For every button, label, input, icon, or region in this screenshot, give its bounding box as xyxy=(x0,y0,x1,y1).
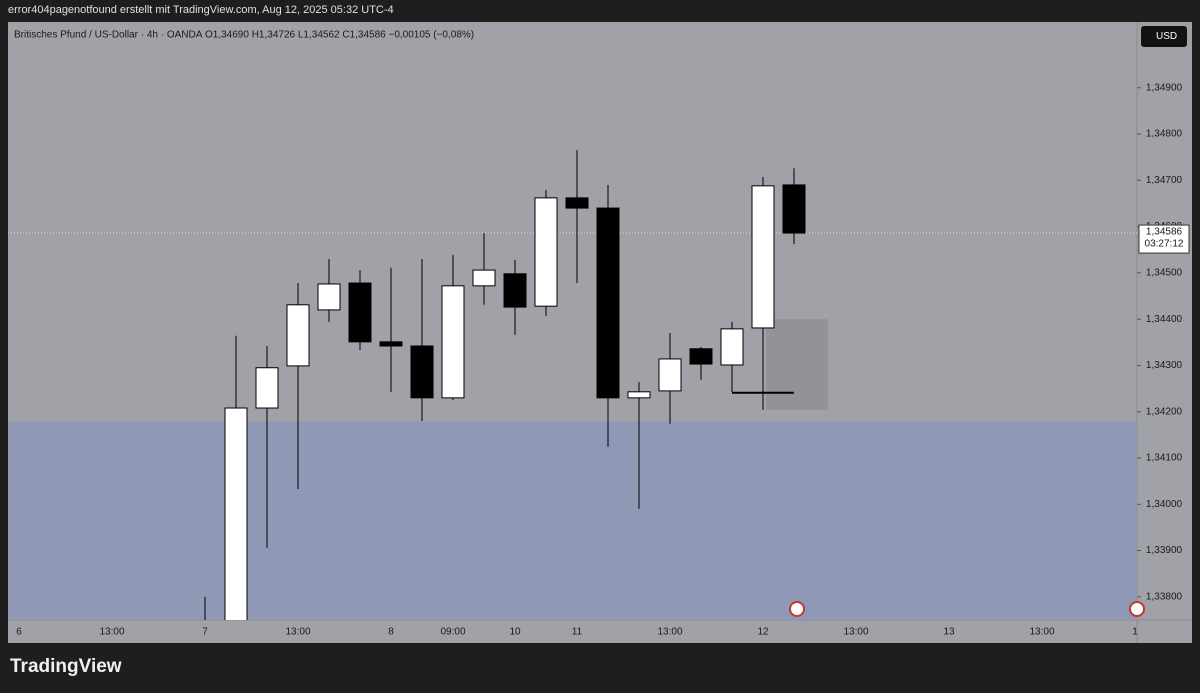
event-flag[interactable] xyxy=(789,601,805,617)
last-price-box xyxy=(1138,224,1190,254)
x-tick-label: 13:00 xyxy=(285,627,310,638)
y-tick-label: 1,34200 xyxy=(1146,406,1183,417)
x-tick-label: 1 xyxy=(1132,627,1138,638)
currency-button[interactable] xyxy=(1141,26,1187,47)
y-tick-label: 1,34100 xyxy=(1146,453,1183,464)
symbol-title: Britisches Pfund / US-Dollar · 4h · OAND… xyxy=(14,30,203,41)
last-price-label: 1,34586 xyxy=(1146,227,1183,238)
x-tick-label: 7 xyxy=(202,627,208,638)
candle-body xyxy=(317,283,341,311)
countdown-label: 03:27:12 xyxy=(1145,239,1184,250)
x-tick-label: 10 xyxy=(509,627,521,638)
candle-body xyxy=(503,273,527,308)
candle-body xyxy=(286,304,310,367)
candle-body xyxy=(255,367,279,409)
x-tick-label: 6 xyxy=(16,627,22,638)
ohlc-text: O1,34690 H1,34726 L1,34562 C1,34586 −0,0… xyxy=(205,30,474,41)
footer-logo: TradingView xyxy=(10,656,122,677)
plot-area xyxy=(8,150,1137,666)
candle-body xyxy=(720,328,744,366)
y-tick-label: 1,34000 xyxy=(1146,499,1183,510)
candle-body xyxy=(782,184,806,234)
y-tick-label: 1,33900 xyxy=(1146,545,1183,556)
candle-body xyxy=(348,282,372,343)
x-tick-label: 13 xyxy=(943,627,955,638)
y-tick-label: 1,34800 xyxy=(1146,129,1183,140)
y-tick-label: 1,34500 xyxy=(1146,268,1183,279)
candle-body xyxy=(472,269,496,287)
range-box xyxy=(766,319,829,410)
x-tick-label: 13:00 xyxy=(1029,627,1054,638)
y-tick-label: 1,34700 xyxy=(1146,175,1183,186)
candle-body xyxy=(565,197,589,209)
header: error404pagenotfound erstellt mit Tradin… xyxy=(8,4,394,16)
candle-body xyxy=(751,185,775,329)
candle-body xyxy=(379,341,403,347)
x-tick-label: 13:00 xyxy=(99,627,124,638)
candle-body xyxy=(596,207,620,399)
x-tick-label: 8 xyxy=(388,627,394,638)
zone xyxy=(8,421,1137,620)
x-tick-label: 12 xyxy=(757,627,769,638)
candle-body xyxy=(441,285,465,399)
x-tick-label: 11 xyxy=(572,627,583,638)
x-tick-label: 13:00 xyxy=(843,627,868,638)
candle-body xyxy=(194,643,216,666)
y-tick-label: 1,34900 xyxy=(1146,82,1183,93)
candle-body xyxy=(410,345,434,399)
y-tick-label: 1,34400 xyxy=(1146,314,1183,325)
x-tick-label: 13:00 xyxy=(657,627,682,638)
currency-label: USD xyxy=(1156,31,1177,42)
event-flag[interactable] xyxy=(1129,601,1145,617)
candle-body xyxy=(627,391,651,399)
candle-body xyxy=(224,407,248,620)
candle-body xyxy=(689,348,713,365)
candle-body xyxy=(658,358,682,392)
y-tick-label: 1,33800 xyxy=(1146,591,1183,602)
x-tick-label: 09:00 xyxy=(440,627,465,638)
y-tick-label: 1,34300 xyxy=(1146,360,1183,371)
candle-body xyxy=(534,197,558,307)
